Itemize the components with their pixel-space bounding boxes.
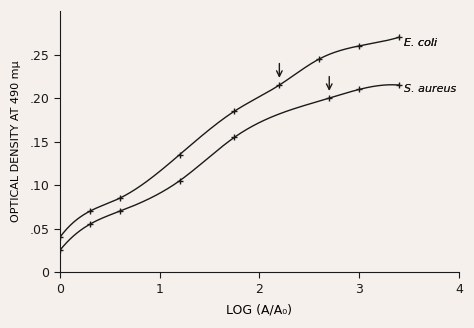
Text: S. aureus: S. aureus [404,84,456,94]
Text: E. coli: E. coli [404,38,437,48]
Text: S. aureus: S. aureus [404,84,456,94]
Y-axis label: OPTICAL DENSITY AT 490 mμ: OPTICAL DENSITY AT 490 mμ [11,61,21,222]
Text: E. coli: E. coli [404,38,437,48]
X-axis label: LOG (A/A₀): LOG (A/A₀) [227,304,292,317]
Text: E. coli: E. coli [404,38,437,48]
